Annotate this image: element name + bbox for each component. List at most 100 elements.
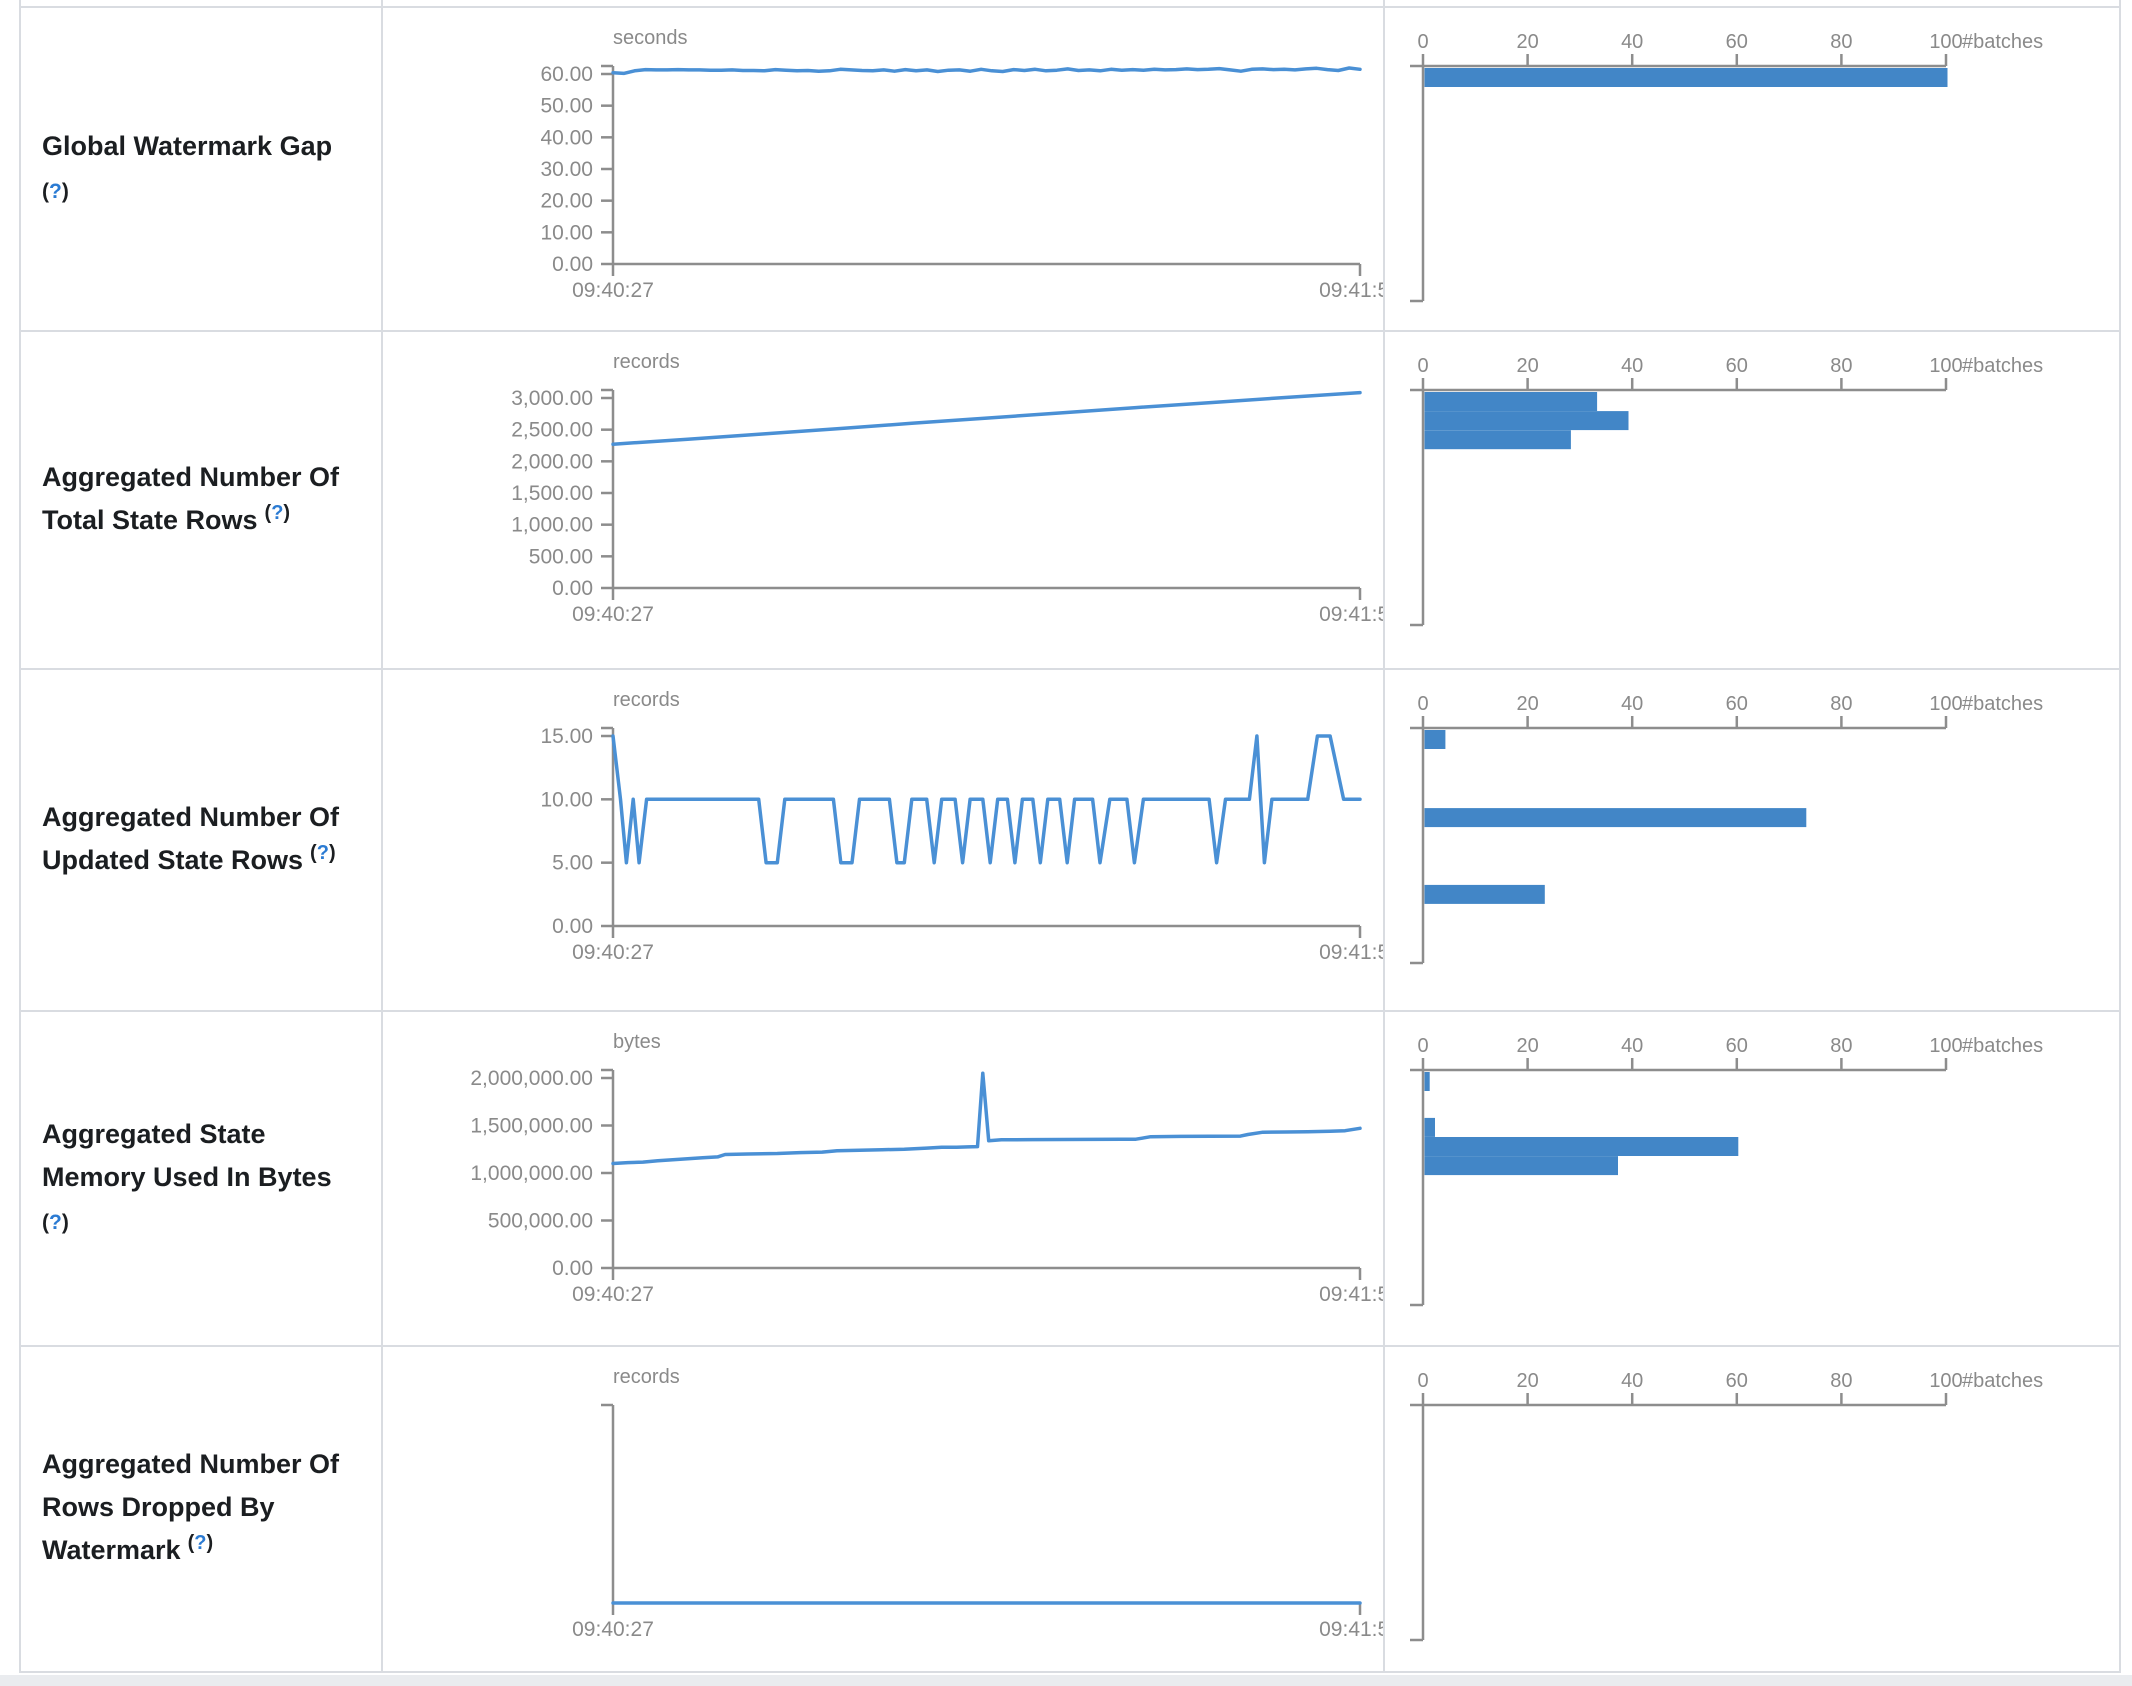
batches-tick-label: 20 [1516,693,1538,715]
y-tick-label: 500.00 [529,545,593,568]
metric-title-line: Aggregated State [42,1119,266,1149]
y-tick-label: 0.00 [552,1257,593,1280]
batches-tick-label: 100 [1929,1370,1962,1392]
x-start-time-label: 09:40:27 [572,1618,654,1641]
previous-timeline-cell [383,0,1385,6]
batches-tick-label: 100 [1929,31,1962,53]
aggregated-state-memory-used-line-chart: bytes 2,000,000.00 1,500,000.00 1,000,000.0… [470,1031,1383,1306]
batches-axis-label: #batches [1962,31,2043,53]
y-tick-label: 2,000.00 [511,450,593,473]
y-tick-label: 20.00 [540,190,593,213]
metric-timeline-line [611,390,1362,446]
histogram-bar [1424,68,1948,87]
page-background-strip [0,1675,2132,1686]
unit-label: records [613,1366,680,1388]
y-tick-label: 1,000,000.00 [470,1162,593,1185]
histogram-bar [1424,1137,1739,1156]
metric-title-line: Aggregated Number Of [42,1449,340,1479]
x-start-time-label: 09:40:27 [572,279,654,302]
previous-row-remnant [21,0,2119,6]
timeline-chart-cell: bytes 2,000,000.00 1,500,000.00 1,000,000.0… [383,1012,1385,1345]
question-mark-icon: ? [194,1532,207,1554]
question-mark-icon: ? [49,180,62,203]
histogram-chart-cell: 0 20 40 60 80 100 #batches [1385,332,2119,668]
batches-tick-label: 40 [1621,1035,1643,1057]
question-mark-icon: ? [49,1211,62,1234]
metric-title: Aggregated Number Of Updated State Rows (?… [42,796,369,885]
histogram-bar [1424,884,1545,904]
batches-tick-label: 80 [1830,31,1852,53]
batches-tick-label: 20 [1516,31,1538,53]
metric-timeline-line [611,1071,1362,1166]
batches-tick-label: 20 [1516,1370,1538,1392]
aggregated-total-state-rows-line-chart: records 3,000.00 2,500.00 2,000.00 1,500.00 1… [511,351,1383,626]
histogram-bar [1424,430,1571,450]
y-tick-label: 5.00 [552,852,593,875]
metric-label-cell: Global Watermark Gap (?) [21,8,383,330]
help-tooltip-link[interactable]: (?) [310,841,336,864]
metric-title: Aggregated Number Of Rows Dropped By Water… [42,1443,369,1575]
aggregated-state-memory-used-histogram: 0 20 40 60 80 100 #batches [1410,1035,2043,1307]
batches-tick-label: 100 [1929,355,1962,377]
metric-title-line: Global Watermark Gap [42,131,333,161]
batches-tick-label: 40 [1621,31,1643,53]
metric-title-line: Rows Dropped By [42,1492,275,1522]
batches-tick-label: 40 [1621,693,1643,715]
batches-tick-label: 0 [1417,1370,1428,1392]
histogram-chart-cell: 0 20 40 60 80 100 #batches [1385,8,2119,330]
batches-tick-label: 60 [1726,355,1748,377]
help-tooltip-link[interactable]: (?) [264,501,291,524]
x-end-time-label: 09:41:56 [1319,1618,1383,1641]
metric-timeline-line [611,734,1362,865]
histogram-bar [1424,730,1446,749]
histogram-chart-cell: 0 20 40 60 80 100 #batches [1385,1347,2119,1671]
unit-label: seconds [613,27,688,49]
histogram-bar [1424,392,1598,411]
batches-tick-label: 60 [1726,1035,1748,1057]
histogram-bar [1424,411,1629,431]
y-tick-label: 0.00 [552,577,593,600]
aggregated-updated-state-rows-histogram: 0 20 40 60 80 100 #batches [1410,693,2043,965]
metric-label-cell: Aggregated State Memory Used In Bytes (?) [21,1012,383,1345]
batches-axis-label: #batches [1962,1370,2043,1392]
batches-tick-label: 80 [1830,1035,1852,1057]
histogram-bar [1424,1117,1435,1137]
help-tooltip-link[interactable]: (?) [42,180,69,203]
metric-title-line: Updated State Rows [42,844,304,875]
batches-tick-label: 0 [1417,31,1428,53]
x-end-time-label: 09:41:56 [1319,1283,1383,1306]
aggregated-rows-dropped-by-watermark-line-chart: records 09:40:27 09:41:56 [572,1366,1383,1641]
metric-title: Aggregated State Memory Used In Bytes (?) [42,1113,369,1244]
x-start-time-label: 09:40:27 [572,1283,654,1306]
batches-axis-label: #batches [1962,355,2043,377]
unit-label: records [613,351,680,373]
batches-tick-label: 0 [1417,355,1428,377]
metric-title-line: Aggregated Number Of [42,801,340,832]
y-tick-label: 500,000.00 [488,1210,593,1233]
global-watermark-gap-histogram: 0 20 40 60 80 100 #batches [1410,31,2043,303]
batches-tick-label: 60 [1726,693,1748,715]
batches-axis-label: #batches [1962,1035,2043,1057]
batches-tick-label: 40 [1621,355,1643,377]
help-tooltip-link[interactable]: (?) [42,1211,69,1234]
batches-axis-label: #batches [1962,693,2043,715]
metric-timeline-line [611,66,1362,76]
batches-tick-label: 20 [1516,355,1538,377]
timeline-chart-cell: records 3,000.00 2,500.00 2,000.00 1,500.00 1… [383,332,1385,668]
metric-label-cell: Aggregated Number Of Rows Dropped By Water… [21,1347,383,1671]
histogram-bar [1424,808,1807,828]
histogram-chart-cell: 0 20 40 60 80 100 #batches [1385,670,2119,1010]
metric-row-rows-dropped-by-watermark: Aggregated Number Of Rows Dropped By Water… [21,1345,2119,1671]
y-tick-label: 10.00 [540,221,593,244]
aggregated-total-state-rows-histogram: 0 20 40 60 80 100 #batches [1410,355,2043,627]
batches-tick-label: 60 [1726,31,1748,53]
y-tick-label: 2,000,000.00 [470,1067,593,1090]
help-tooltip-link[interactable]: (?) [187,1532,214,1554]
batches-tick-label: 80 [1830,693,1852,715]
streaming-metrics-table: Global Watermark Gap (?) seconds 60.00 50.0… [19,0,2121,1673]
metric-row-global-watermark-gap: Global Watermark Gap (?) seconds 60.00 50.0… [21,6,2119,330]
metric-title-line: Total State Rows [42,504,258,535]
batches-tick-label: 0 [1417,693,1428,715]
batches-tick-label: 100 [1929,693,1962,715]
y-tick-label: 40.00 [540,126,593,149]
